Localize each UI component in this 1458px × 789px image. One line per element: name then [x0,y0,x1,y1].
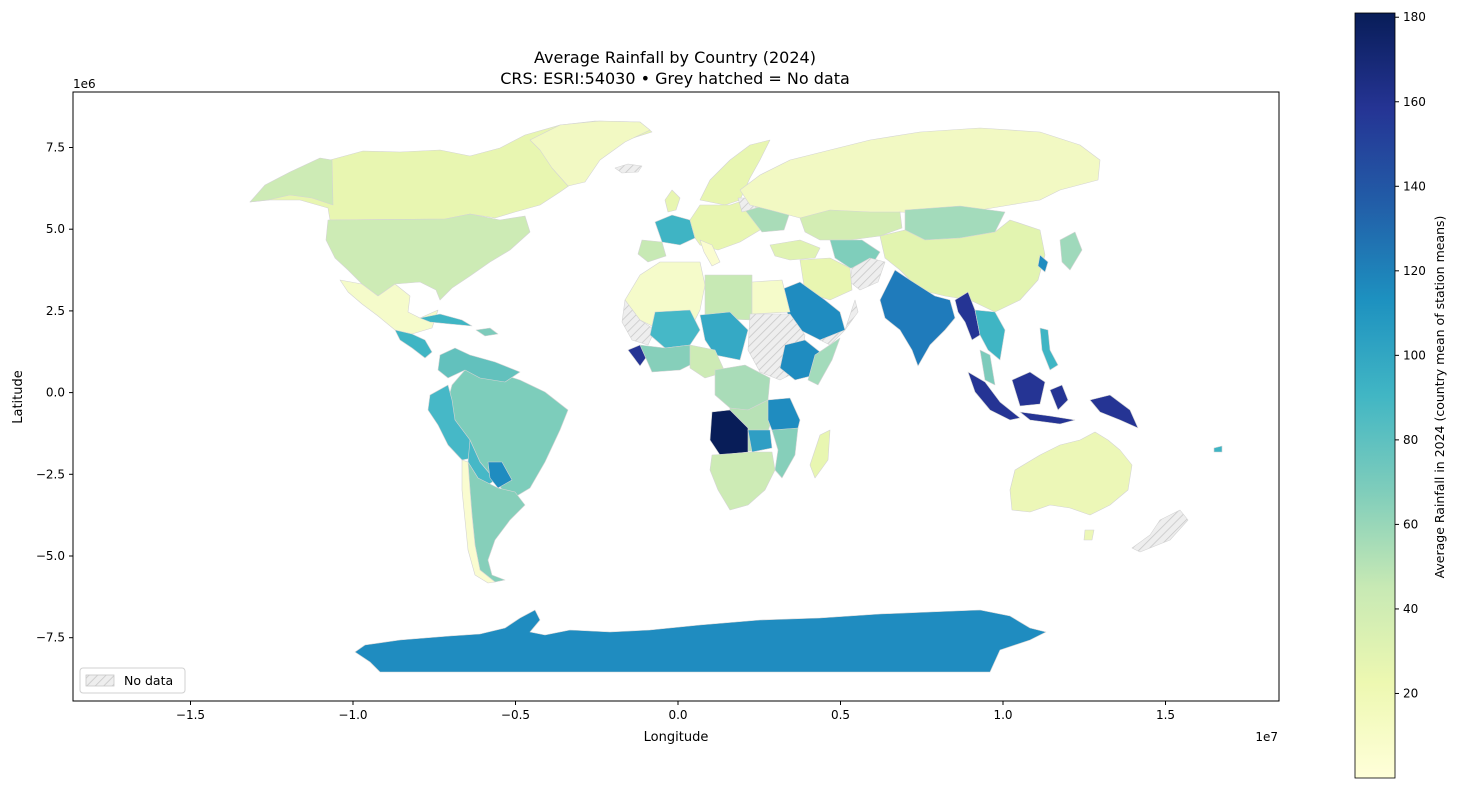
country-cuba[interactable] [419,313,473,327]
country-borneo[interactable] [1011,371,1046,407]
country-egypt[interactable] [751,279,791,315]
country-layer [249,120,1223,673]
colorbar-tick-label: 180 [1403,10,1426,24]
country-philippines[interactable] [1039,327,1059,371]
colorbar-tick-label: 80 [1403,433,1418,447]
legend-nodata-label: No data [124,673,173,688]
country-scandinavia[interactable] [699,139,771,206]
colorbar-tick-label: 60 [1403,517,1418,531]
country-madagascar[interactable] [809,429,831,479]
country-java[interactable] [1019,411,1076,425]
colorbar-tick-label: 160 [1403,95,1426,109]
country-pacific-islands[interactable] [1213,445,1223,453]
x-offset-label: 1e7 [1255,730,1278,744]
country-alaska[interactable] [249,157,334,206]
legend-nodata-swatch [85,674,115,687]
country-horn-somalia[interactable] [807,337,841,386]
country-italy[interactable] [699,239,721,267]
country-mexico[interactable] [339,279,439,335]
country-mozambique[interactable] [771,427,799,479]
x-tick-label: 1.5 [1156,708,1175,722]
country-kazakhstan[interactable] [799,209,903,241]
country-korea-japan[interactable] [1037,254,1049,273]
country-malay-peninsula[interactable] [979,349,996,386]
country-southern-africa[interactable] [709,451,776,511]
country-usa[interactable] [325,213,531,301]
y-tick-group: 7.5 5.0 2.5 0.0 −2.5 −5.0 −7.5 [36,141,73,645]
y-axis-label: Latitude [11,370,26,424]
country-paraguay[interactable] [487,461,513,489]
colorbar: 20 40 60 80 100 120 140 160 180 Average Rainfall… [1354,10,1447,779]
country-caribbean[interactable] [475,327,499,337]
country-tasmania[interactable] [1083,529,1095,541]
country-myanmar[interactable] [954,291,981,341]
country-australia[interactable] [1009,431,1133,516]
chart-title-line2: CRS: ESRI:54030 • Grey hatched = No data [500,69,850,88]
legend: No data [79,667,186,694]
country-uk[interactable] [664,189,681,213]
y-tick-label: 7.5 [46,141,65,155]
axes-frame [72,91,1280,702]
y-tick-label: −5.0 [36,549,65,563]
x-tick-label: 0.0 [668,708,687,722]
colorbar-tick-label: 100 [1403,348,1426,362]
x-tick-group: −1.5 −1.0 −0.5 0.0 0.5 1.0 1.5 [176,701,1175,722]
plot-area [73,92,1279,701]
colorbar-tick-group: 20 40 60 80 100 120 140 160 180 [1395,10,1426,700]
colorbar-label: Average Rainfall in 2024 (country mean o… [1432,216,1447,579]
x-tick-label: −1.5 [176,708,205,722]
x-tick-label: −0.5 [501,708,530,722]
legend-box [79,667,186,694]
x-tick-label: −1.0 [338,708,367,722]
colorbar-tick-label: 40 [1403,602,1418,616]
country-nodata-new-zealand [1131,509,1189,553]
country-antarctica[interactable] [354,609,1047,673]
x-axis-label: Longitude [644,730,709,745]
country-central-america[interactable] [394,329,433,359]
y-tick-label: 5.0 [46,222,65,236]
country-greenland-ice [529,120,651,187]
country-nodata-mauritania [621,299,656,346]
country-central-europe[interactable] [689,199,763,251]
x-tick-label: 1.0 [993,708,1012,722]
country-india[interactable] [879,269,956,367]
country-iceland [614,163,643,174]
y-tick-label: 0.0 [46,386,65,400]
y-offset-label: 1e6 [73,77,96,91]
y-tick-label: −7.5 [36,631,65,645]
country-colombia-venezuela[interactable] [437,347,521,383]
x-tick-label: 0.5 [831,708,850,722]
country-sumatra[interactable] [967,371,1021,421]
country-turkey[interactable] [769,239,821,261]
country-japan[interactable] [1059,231,1083,271]
colorbar-tick-label: 20 [1403,686,1418,700]
country-thailand-indochina[interactable] [974,309,1006,361]
country-zambia[interactable] [747,429,773,453]
colorbar-tick-label: 120 [1403,264,1426,278]
colorbar-tick-label: 140 [1403,179,1426,193]
country-chile[interactable] [461,459,496,584]
y-tick-label: 2.5 [46,304,65,318]
country-iberia[interactable] [637,239,667,263]
colorbar-gradient [1354,12,1396,779]
chart-title-line1: Average Rainfall by Country (2024) [534,48,816,67]
country-niger-chad[interactable] [699,311,749,361]
country-sulawesi[interactable] [1049,384,1069,411]
country-new-guinea[interactable] [1089,394,1139,429]
y-tick-label: −2.5 [36,467,65,481]
